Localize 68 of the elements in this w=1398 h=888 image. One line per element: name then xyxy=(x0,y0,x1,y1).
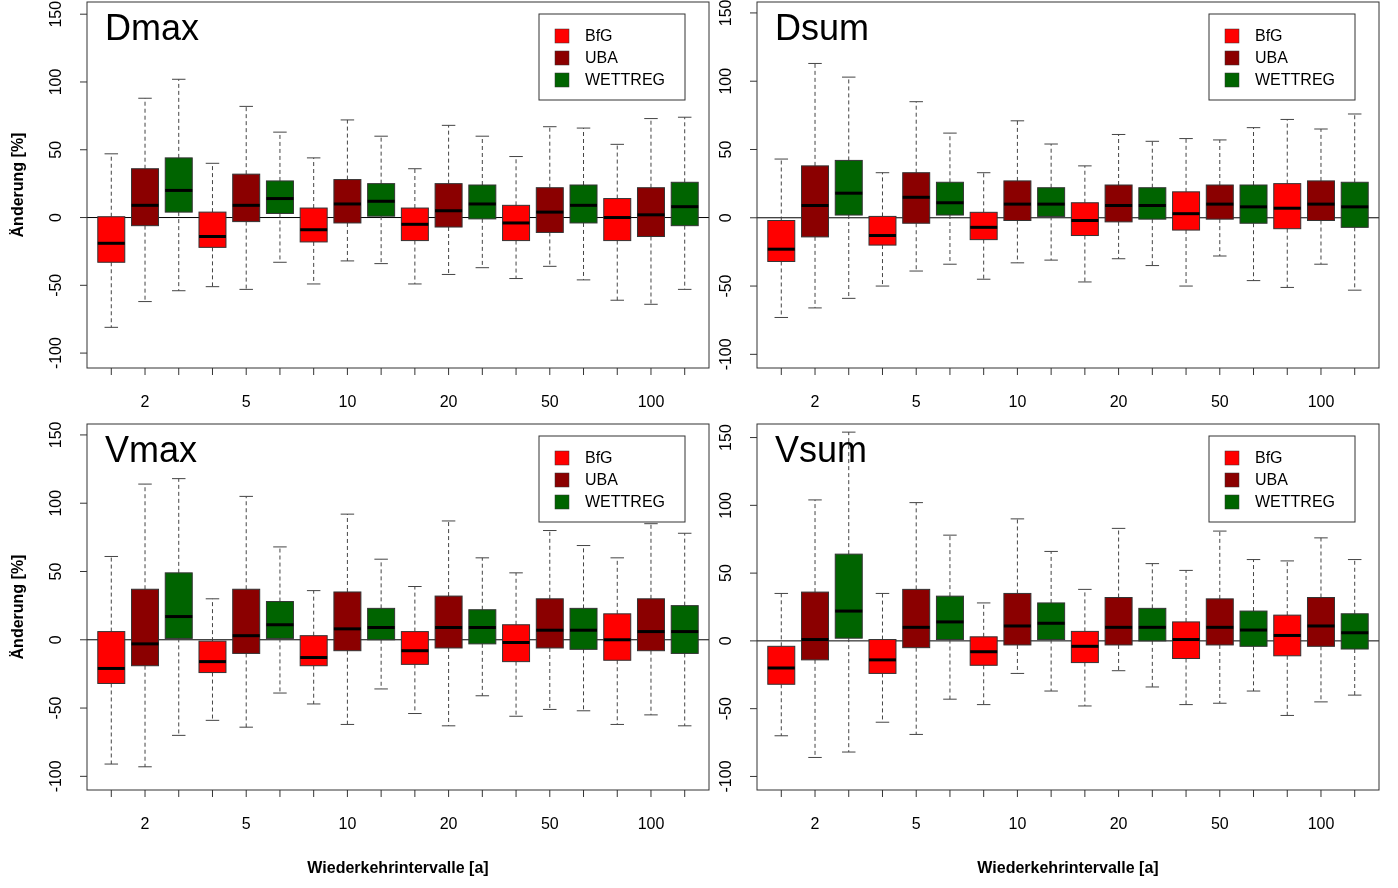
y-tick-label: -100 xyxy=(47,336,64,370)
y-axis-title: Änderung [%] xyxy=(9,554,26,660)
y-tick-label: 100 xyxy=(717,67,734,95)
x-tick-label: 2 xyxy=(140,393,150,410)
y-tick-label: 150 xyxy=(717,424,734,451)
y-tick-label: 0 xyxy=(717,636,734,646)
legend-label: UBA xyxy=(1255,49,1289,66)
y-tick-label: -50 xyxy=(717,274,734,298)
x-tick-label: 20 xyxy=(1109,815,1128,832)
x-tick-label: 100 xyxy=(1307,815,1335,832)
x-tick-label: 20 xyxy=(439,393,458,410)
x-tick-label: 100 xyxy=(1307,393,1335,410)
x-axis-title: Wiederkehrintervalle [a] xyxy=(307,859,489,876)
x-tick-label: 2 xyxy=(140,815,150,832)
x-tick-label: 50 xyxy=(1210,815,1229,832)
x-tick-label: 50 xyxy=(540,393,559,410)
x-tick-label: 5 xyxy=(241,393,251,410)
x-tick-label: 10 xyxy=(1008,393,1027,410)
y-tick-label: 100 xyxy=(47,489,64,517)
x-tick-label: 5 xyxy=(241,815,251,832)
chart-title: Vmax xyxy=(105,429,198,470)
legend-label: UBA xyxy=(585,49,619,66)
y-tick-label: 50 xyxy=(47,562,64,581)
chart-title: Dmax xyxy=(105,7,200,48)
legend-label: BfG xyxy=(1255,27,1283,44)
y-tick-label: 100 xyxy=(47,68,64,96)
y-tick-label: -50 xyxy=(47,696,64,720)
chart-title: Dsum xyxy=(775,7,870,48)
x-axis-title: Wiederkehrintervalle [a] xyxy=(977,859,1159,876)
x-tick-label: 20 xyxy=(439,815,458,832)
legend-label: WETTREG xyxy=(1255,493,1335,510)
y-tick-label: 150 xyxy=(717,0,734,27)
y-tick-label: 0 xyxy=(717,213,734,223)
legend-label: BfG xyxy=(585,27,613,44)
y-tick-label: 50 xyxy=(717,140,734,159)
y-tick-label: 50 xyxy=(47,140,64,159)
y-tick-label: 150 xyxy=(47,0,64,28)
chart-title: Vsum xyxy=(775,429,868,470)
x-tick-label: 2 xyxy=(810,393,820,410)
x-tick-label: 50 xyxy=(540,815,559,832)
y-tick-label: -50 xyxy=(47,273,64,297)
y-axis-title: Änderung [%] xyxy=(9,132,26,238)
y-tick-label: -100 xyxy=(47,760,64,793)
y-tick-label: -100 xyxy=(717,760,734,793)
legend-label: WETTREG xyxy=(585,493,665,510)
x-tick-label: 10 xyxy=(338,815,357,832)
x-tick-label: 100 xyxy=(637,815,665,832)
x-tick-label: 5 xyxy=(911,815,921,832)
y-tick-label: 100 xyxy=(717,491,734,519)
x-tick-label: 20 xyxy=(1109,393,1128,410)
y-tick-label: 0 xyxy=(47,635,64,645)
legend-label: WETTREG xyxy=(585,71,665,88)
legend-label: UBA xyxy=(1255,471,1289,488)
legend-label: UBA xyxy=(585,471,619,488)
legend-label: BfG xyxy=(1255,449,1283,466)
y-tick-label: -100 xyxy=(717,338,734,371)
x-tick-label: 10 xyxy=(338,393,357,410)
x-tick-label: 10 xyxy=(1008,815,1027,832)
y-tick-label: -50 xyxy=(717,697,734,721)
x-tick-label: 50 xyxy=(1210,393,1229,410)
y-tick-label: 50 xyxy=(717,564,734,583)
x-tick-label: 2 xyxy=(810,815,820,832)
x-tick-label: 5 xyxy=(911,393,921,410)
y-tick-label: 150 xyxy=(47,421,64,449)
y-tick-label: 0 xyxy=(47,212,64,222)
legend-label: WETTREG xyxy=(1255,71,1335,88)
x-tick-label: 100 xyxy=(637,393,665,410)
legend-label: BfG xyxy=(585,449,613,466)
